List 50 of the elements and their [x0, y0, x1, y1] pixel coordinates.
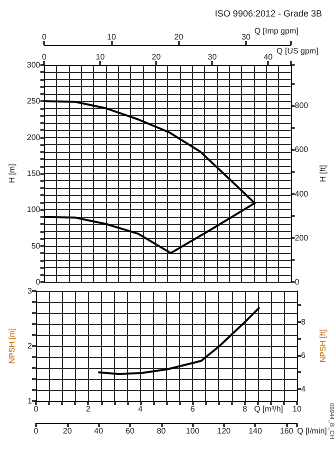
x2-tick-label: 20 — [174, 32, 184, 42]
x-tick-label: 4 — [138, 404, 144, 414]
x-tick-label: 8 — [242, 404, 248, 414]
y2-tick-label: 600 — [294, 145, 309, 154]
y2-tick-label: 200 — [294, 233, 309, 242]
y2-tick-label: 800 — [294, 101, 309, 110]
x2-tick-label: 30 — [242, 32, 251, 42]
x-tick-label: 10 — [292, 404, 302, 414]
chart-title: ISO 9906:2012 - Grade 3B — [214, 8, 322, 18]
y-axis-title: NPSH [m] — [8, 328, 16, 364]
x-tick-label: 30 — [208, 52, 218, 62]
y-tick-label: 2 — [28, 342, 33, 350]
y-tick-label: 100 — [26, 205, 41, 214]
y-axis-title: H [m] — [8, 164, 16, 184]
x2-tick-label: 120 — [217, 426, 232, 436]
y-tick-label: 250 — [26, 96, 41, 106]
x2-tick-label: 10 — [107, 32, 116, 42]
y-tick-label: 3 — [28, 286, 33, 296]
y2-axis-title: NPSH [ft] — [318, 329, 328, 363]
x2-tick-label: 80 — [156, 426, 166, 436]
x-tick-label: 20 — [152, 52, 162, 62]
x-axis-title: Q [m³/h] — [254, 404, 283, 414]
x2-tick-label: 0 — [42, 32, 48, 42]
x2-tick-label: 40 — [94, 426, 104, 436]
y-tick-label: 1 — [28, 396, 33, 406]
x2-tick-label: 140 — [248, 426, 262, 436]
x-tick-label: 40 — [264, 52, 274, 62]
y-tick-label: 150 — [26, 169, 41, 178]
x-tick-label: 2 — [86, 404, 91, 414]
y2-tick-label: 6 — [301, 350, 306, 360]
x-axis-title: Q [US gpm] — [276, 46, 318, 56]
x2-tick-label: 60 — [126, 426, 135, 436]
x2-axis-title: Q [l/min] — [297, 426, 327, 436]
y2-axis-title: H [ft] — [318, 165, 328, 182]
y2-tick-label: 0 — [294, 278, 300, 286]
y2-tick-label: 4 — [301, 384, 306, 394]
y2-tick-label: 8 — [301, 317, 306, 326]
y-tick-label: 50 — [31, 241, 41, 250]
x2-tick-label: 100 — [186, 426, 200, 436]
x2-tick-label: 160 — [280, 426, 294, 436]
x2-axis-title: Q [Imp gpm] — [254, 26, 298, 36]
y-tick-label: 300 — [26, 60, 41, 70]
y-tick-label: 0 — [36, 278, 41, 286]
y-tick-label: 200 — [26, 132, 41, 142]
x-tick-label: 10 — [96, 52, 106, 62]
y2-tick-label: 400 — [294, 189, 309, 198]
x2-tick-label: 20 — [62, 426, 72, 436]
line-series — [98, 307, 260, 376]
x-tick-label: 0 — [42, 52, 48, 62]
x-tick-label: 6 — [190, 404, 196, 414]
